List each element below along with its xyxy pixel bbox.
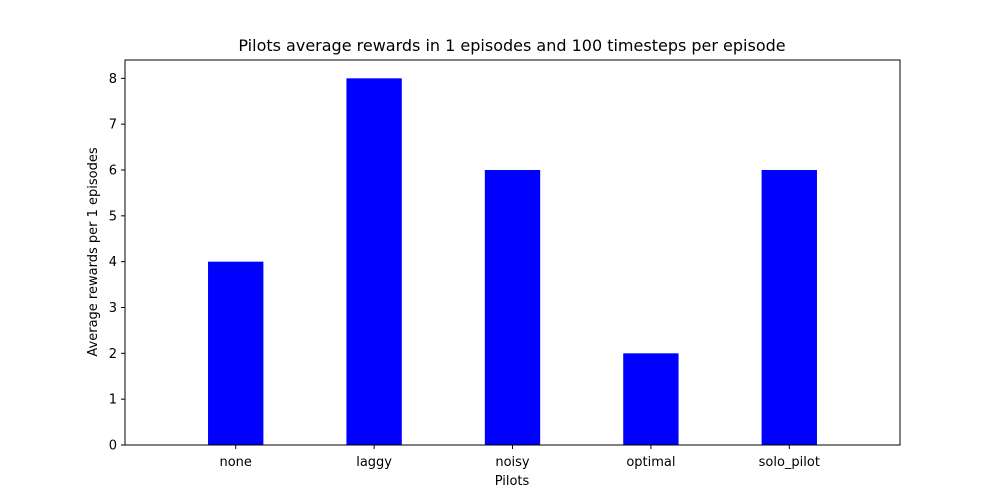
y-tick-label: 3 (109, 301, 117, 316)
y-tick-label: 5 (109, 209, 117, 224)
y-tick-label: 4 (109, 255, 117, 270)
y-tick-label: 7 (109, 118, 117, 133)
bar-solo_pilot (761, 170, 817, 445)
x-tick-label: optimal (626, 455, 675, 470)
y-tick-label: 8 (109, 72, 117, 87)
y-tick-label: 0 (109, 439, 117, 454)
x-tick-label: noisy (495, 455, 530, 470)
y-axis-label: Average rewards per 1 episodes (86, 147, 101, 356)
y-tick-label: 1 (109, 393, 117, 408)
y-tick-label: 6 (109, 164, 117, 179)
y-tick-label: 2 (109, 347, 117, 362)
chart-title: Pilots average rewards in 1 episodes and… (238, 36, 785, 55)
bar-noisy (484, 170, 541, 445)
bar-optimal (623, 353, 679, 445)
x-tick-label: laggy (356, 455, 392, 470)
x-axis: none laggy noisy optimal solo_pilot (219, 445, 820, 470)
y-axis: 0 1 2 3 4 5 6 7 8 (109, 72, 125, 454)
x-tick-label: solo_pilot (759, 455, 820, 470)
x-tick-label: none (219, 455, 251, 470)
x-axis-label: Pilots (495, 474, 530, 489)
bar-laggy (346, 78, 402, 445)
bars-group (208, 78, 817, 445)
bar-none (208, 261, 264, 445)
